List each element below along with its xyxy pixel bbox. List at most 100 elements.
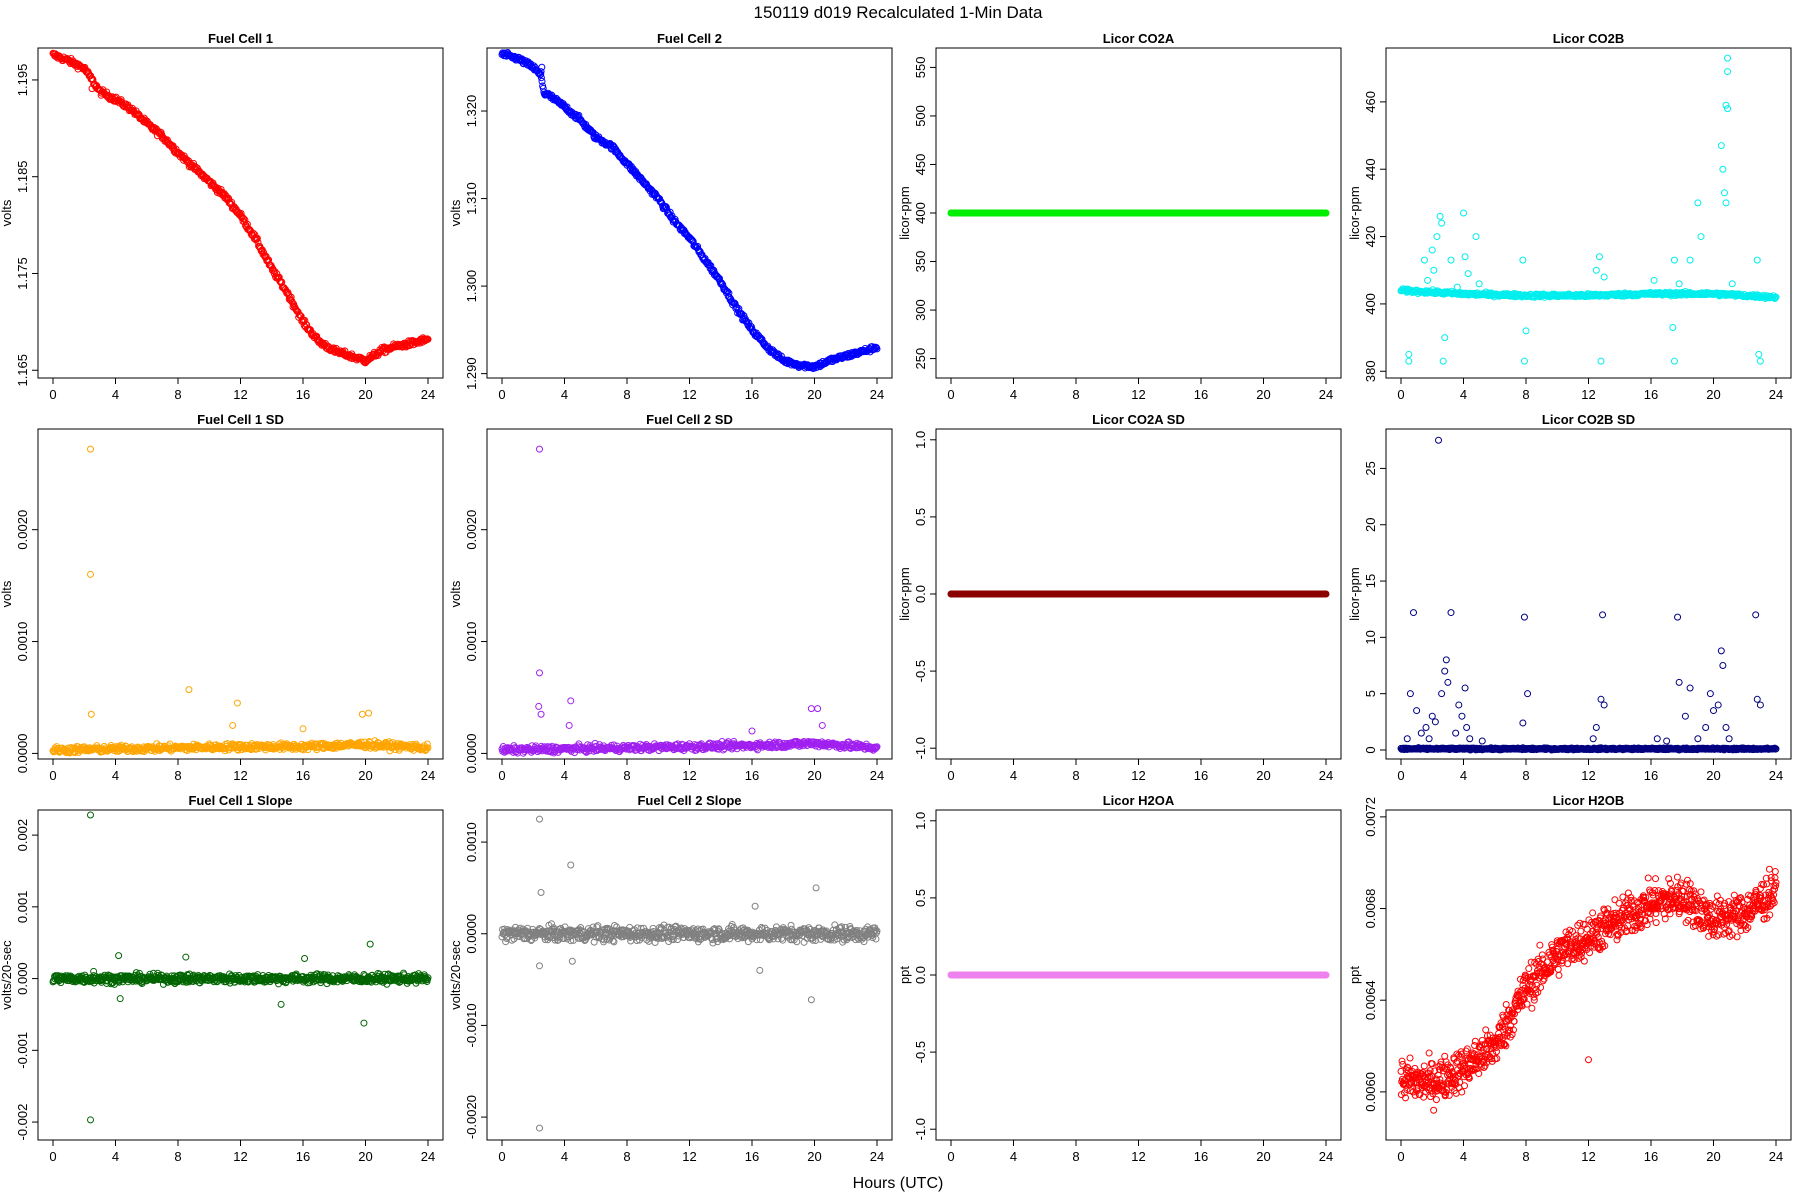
- outlier-point: [1753, 256, 1761, 264]
- x-tick-label: 24: [870, 387, 884, 402]
- y-tick-label: 450: [913, 154, 928, 176]
- outlier-point: [1595, 253, 1603, 261]
- data-point: [725, 289, 733, 297]
- x-tick-label: 12: [682, 387, 696, 402]
- y-tick-label: 500: [913, 105, 928, 127]
- outlier-point: [565, 721, 573, 729]
- x-tick-label: 20: [1256, 768, 1270, 783]
- x-tick-label: 12: [233, 768, 247, 783]
- x-tick-label: 20: [807, 768, 821, 783]
- x-tick-label: 4: [561, 387, 568, 402]
- y-tick-label: 0.0020: [15, 510, 30, 550]
- x-tick-label: 16: [296, 387, 310, 402]
- outlier-point: [1722, 101, 1730, 109]
- outlier-point: [87, 710, 95, 718]
- outlier-point: [1719, 165, 1727, 173]
- x-tick-label: 4: [112, 387, 119, 402]
- data-point: [710, 267, 718, 275]
- y-tick-label: 400: [1363, 293, 1378, 315]
- x-tick-label: 0: [49, 768, 56, 783]
- panel-fc2sd: Fuel Cell 2 SD0 4 8 12 16 20 240.00000.00100.0…: [448, 412, 893, 783]
- x-tick-label: 0: [1397, 387, 1404, 402]
- y-axis-label: licor-ppm: [897, 567, 912, 620]
- data-point: [424, 744, 432, 752]
- outlier-point: [1453, 283, 1461, 291]
- x-tick-label: 8: [174, 387, 181, 402]
- data-point: [870, 744, 878, 752]
- y-tick-label: 10: [1363, 630, 1378, 644]
- y-tick-label: 25: [1363, 461, 1378, 475]
- data-point: [666, 208, 674, 216]
- x-tick-label: 0: [498, 768, 505, 783]
- y-tick-label: 1.300: [464, 270, 479, 303]
- y-tick-label: 0.0000: [15, 734, 30, 774]
- x-tick-label: 4: [1460, 387, 1467, 402]
- data-point: [89, 76, 97, 84]
- x-tick-label: 24: [1769, 768, 1783, 783]
- outlier-point: [807, 705, 815, 713]
- x-tick-label: 16: [1644, 387, 1658, 402]
- x-tick-label: 0: [947, 768, 954, 783]
- x-tick-label: 4: [561, 768, 568, 783]
- figure-title: 150119 d019 Recalculated 1-Min Data: [754, 3, 1043, 22]
- x-tick-label: 24: [421, 768, 435, 783]
- x-tick-label: 12: [1131, 387, 1145, 402]
- y-tick-label: 1.175: [15, 257, 30, 290]
- data-point: [240, 214, 248, 222]
- panel-title: Licor CO2A SD: [1092, 412, 1185, 427]
- outlier-point: [1600, 273, 1608, 281]
- plot-frame: [1385, 428, 1792, 760]
- x-tick-label: 12: [1581, 768, 1595, 783]
- data-point: [731, 300, 739, 308]
- outlier-point: [229, 721, 237, 729]
- y-tick-label: 440: [1363, 158, 1378, 180]
- x-tick-label: 0: [498, 387, 505, 402]
- panel-fc2: Fuel Cell 20 4 8 12 16 20 241.2901.3001.3101.3…: [448, 31, 893, 402]
- data-point: [253, 235, 261, 243]
- data-point: [872, 744, 880, 752]
- outlier-point: [818, 721, 826, 729]
- y-tick-label: 300: [913, 299, 928, 321]
- outlier-point: [1441, 334, 1449, 342]
- x-tick-label: 4: [1010, 768, 1017, 783]
- outlier-point: [1447, 256, 1455, 264]
- panel-title: Licor CO2B SD: [1542, 412, 1635, 427]
- outlier-point: [1650, 276, 1658, 284]
- outlier-point: [1439, 357, 1447, 365]
- outlier-point: [1460, 209, 1467, 217]
- x-tick-label: 8: [623, 768, 630, 783]
- panel-fc1sd: Fuel Cell 1 SD0 4 8 12 16 20 240.00000.00100.0…: [0, 412, 444, 783]
- y-tick-label: 400: [913, 202, 928, 224]
- outlier-point: [1519, 256, 1527, 264]
- data-point: [424, 335, 432, 343]
- y-tick-label: 0.0010: [464, 622, 479, 662]
- outlier-point: [1694, 199, 1702, 207]
- outlier-point: [299, 725, 307, 733]
- data-point: [575, 111, 583, 119]
- y-tick-label: 0.0020: [464, 510, 479, 550]
- data-point: [538, 77, 546, 85]
- outlier-point: [1420, 256, 1428, 264]
- outlier-point: [1597, 357, 1605, 365]
- data-point: [537, 70, 545, 78]
- plot-frame: [486, 428, 893, 760]
- y-tick-label: 250: [913, 348, 928, 370]
- outlier-point: [1405, 350, 1413, 358]
- outlier-point: [1724, 68, 1732, 76]
- data-point: [717, 279, 725, 287]
- y-tick-label: 1.185: [15, 160, 30, 193]
- plot-frame: [37, 428, 444, 760]
- data-points: [1397, 436, 1780, 754]
- y-tick-label: 15: [1363, 574, 1378, 588]
- outlier-point: [88, 85, 96, 93]
- outlier-point: [87, 570, 94, 578]
- outlier-point: [1430, 266, 1438, 274]
- panel-fc1: Fuel Cell 10 4 8 12 16 20 241.1651.1751.1851.1…: [0, 31, 444, 402]
- data-points: [498, 445, 881, 757]
- data-points: [947, 209, 1330, 217]
- data-point: [662, 202, 670, 210]
- panel-title: Fuel Cell 2: [657, 31, 722, 46]
- y-axis-label: volts: [0, 580, 14, 607]
- x-tick-label: 24: [1769, 387, 1783, 402]
- data-point: [271, 267, 279, 275]
